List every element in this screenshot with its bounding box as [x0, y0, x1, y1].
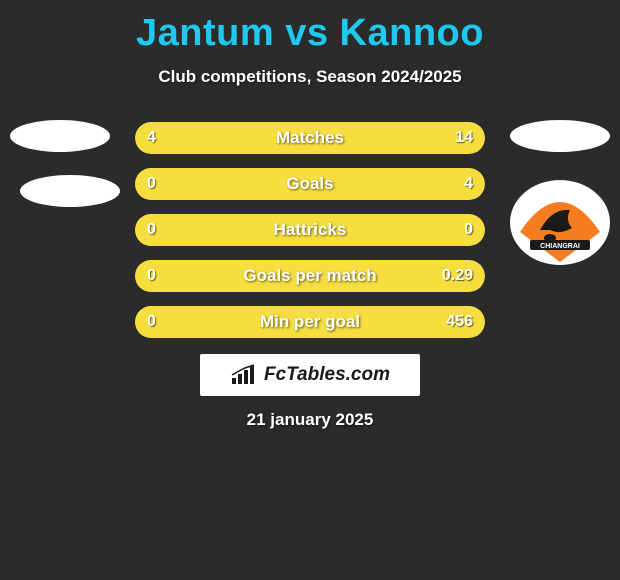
bar-chart-icon [230, 364, 258, 386]
right-player-placeholder-1 [510, 120, 610, 152]
page-title: Jantum vs Kannoo [0, 0, 620, 55]
stat-value-right: 0 [452, 214, 485, 246]
stat-row: 4 Matches 14 [135, 122, 485, 154]
stat-row: 0 Goals per match 0.29 [135, 260, 485, 292]
stat-value-right: 456 [434, 306, 485, 338]
stat-row: 0 Hattricks 0 [135, 214, 485, 246]
left-player-placeholder-2 [20, 175, 120, 207]
stat-label: Min per goal [135, 306, 485, 338]
stat-row: 0 Min per goal 456 [135, 306, 485, 338]
right-club-logo: CHIANGRAI [510, 180, 610, 265]
stat-label: Matches [135, 122, 485, 154]
stats-container: 4 Matches 14 0 Goals 4 0 Hattricks 0 0 G… [135, 122, 485, 352]
source-badge-text: FcTables.com [264, 364, 390, 386]
svg-text:CHIANGRAI: CHIANGRAI [540, 243, 580, 250]
stat-value-right: 14 [443, 122, 485, 154]
left-player-placeholder-1 [10, 120, 110, 152]
stat-value-right: 0.29 [430, 260, 485, 292]
date-text: 21 january 2025 [0, 410, 620, 430]
comparison-card: Jantum vs Kannoo Club competitions, Seas… [0, 0, 620, 580]
stat-row: 0 Goals 4 [135, 168, 485, 200]
source-badge[interactable]: FcTables.com [200, 354, 420, 396]
stat-label: Hattricks [135, 214, 485, 246]
page-subtitle: Club competitions, Season 2024/2025 [0, 67, 620, 87]
stat-label: Goals [135, 168, 485, 200]
stat-value-right: 4 [452, 168, 485, 200]
